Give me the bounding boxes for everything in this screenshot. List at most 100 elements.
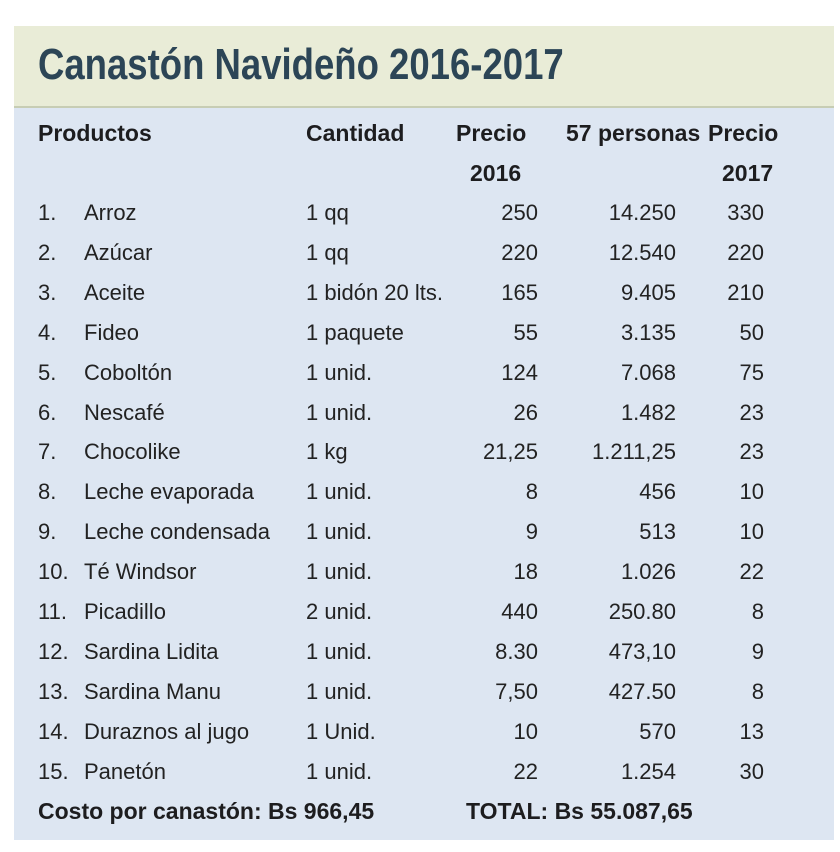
price-2016: 10	[513, 718, 538, 744]
costo-por-canaston: Costo por canastón: Bs 966,45	[38, 798, 375, 824]
price-2016: 26	[513, 399, 538, 425]
header-precio-2016: Precio	[456, 120, 527, 146]
row-number: 8.	[38, 479, 57, 505]
product-quantity: 1 kg	[306, 439, 348, 465]
price-2016: 8	[525, 479, 538, 505]
price-2017: 8	[751, 599, 764, 624]
price-2016: 220	[501, 239, 538, 265]
product-name: Coboltón	[84, 359, 173, 385]
cost-57-people: 456	[639, 479, 676, 505]
price-2017: 10	[739, 479, 764, 505]
table-row: 13. Sardina Manu 1 unid. 7,50 427.50 8	[14, 679, 834, 719]
cost-57-people: 513	[639, 519, 676, 545]
product-name: Sardina Manu	[84, 678, 221, 704]
product-name: Té Windsor	[84, 559, 197, 585]
table-row: 3. Aceite 1 bidón 20 lts. 165 9.405 210	[14, 280, 834, 320]
product-quantity: 1 qq	[306, 200, 349, 225]
product-quantity: 2 unid.	[306, 599, 373, 624]
row-number: 9.	[38, 519, 57, 545]
price-2017: 330	[727, 200, 764, 225]
product-name: Aceite	[84, 279, 146, 305]
header-precio-2016-year: 2016	[470, 160, 522, 186]
product-name: Azúcar	[84, 239, 153, 265]
price-2016: 21,25	[482, 439, 538, 465]
price-2017: 23	[739, 439, 764, 465]
table-row: 6. Nescafé 1 unid. 26 1.482 23	[14, 400, 834, 440]
row-number: 12.	[38, 638, 69, 664]
row-number: 10.	[38, 559, 69, 585]
cost-57-people: 250.80	[608, 599, 676, 624]
price-2016: 9	[525, 519, 538, 545]
price-2017: 9	[751, 638, 764, 664]
product-name: Panetón	[84, 758, 166, 784]
row-number: 11.	[38, 599, 67, 624]
row-number: 13.	[38, 678, 69, 704]
product-quantity: 1 unid.	[306, 638, 373, 664]
table-row: 4. Fideo 1 paquete 55 3.135 50	[14, 320, 834, 360]
row-number: 14.	[38, 718, 69, 744]
price-2017: 10	[739, 519, 764, 545]
cost-57-people: 12.540	[608, 239, 676, 265]
cost-57-people: 1.211,25	[591, 439, 676, 465]
total-cost: TOTAL: Bs 55.087,65	[466, 798, 693, 824]
table-row: 5. Coboltón 1 unid. 124 7.068 75	[14, 360, 834, 400]
price-2017: 30	[739, 758, 764, 784]
header-precio-2017-year: 2017	[722, 160, 774, 186]
title-bar: Canastón Navideño 2016-2017	[14, 26, 834, 108]
price-2017: 8	[751, 678, 764, 704]
cost-57-people: 570	[639, 718, 676, 744]
row-number: 15.	[38, 758, 69, 784]
product-name: Duraznos al jugo	[84, 718, 250, 744]
product-quantity: 1 unid.	[306, 479, 373, 505]
price-2017: 210	[727, 279, 764, 305]
product-name: Leche evaporada	[84, 479, 255, 505]
product-quantity: 1 unid.	[306, 678, 373, 704]
price-2016: 22	[513, 758, 538, 784]
product-name: Picadillo	[84, 599, 166, 624]
page-title: Canastón Navideño 2016-2017	[38, 40, 564, 89]
table-row: 12. Sardina Lidita 1 unid. 8.30 473,10 9	[14, 639, 834, 679]
header-precio-2017: Precio	[708, 120, 779, 146]
price-2016: 124	[501, 359, 538, 385]
product-name: Leche condensada	[84, 519, 270, 545]
product-quantity: 1 qq	[306, 239, 349, 265]
price-2017: 22	[739, 559, 764, 585]
table-row: 11. Picadillo 2 unid. 440 250.80 8	[14, 599, 834, 639]
product-name: Chocolike	[84, 439, 181, 465]
product-quantity: 1 unid.	[306, 559, 373, 585]
cost-57-people: 7.068	[620, 359, 676, 385]
cost-57-people: 427.50	[608, 678, 676, 704]
price-2016: 7,50	[495, 678, 538, 704]
price-2017: 23	[739, 399, 764, 425]
price-table-panel: Canastón Navideño 2016-2017 Productos Ca…	[14, 26, 834, 840]
price-2016: 18	[513, 559, 538, 585]
table-row: 2. Azúcar 1 qq 220 12.540 220	[14, 240, 834, 280]
table-row: 9. Leche condensada 1 unid. 9 513 10	[14, 519, 834, 559]
row-number: 1.	[38, 200, 57, 225]
price-2016: 165	[501, 279, 538, 305]
product-quantity: 1 unid.	[306, 758, 373, 784]
table-row: 8. Leche evaporada 1 unid. 8 456 10	[14, 479, 834, 519]
row-number: 5.	[38, 359, 57, 385]
row-number: 7.	[38, 439, 57, 465]
header-57-personas: 57 personas	[566, 120, 701, 146]
row-number: 4.	[38, 319, 57, 345]
row-number: 3.	[38, 279, 57, 305]
product-quantity: 1 unid.	[306, 399, 373, 425]
price-2017: 50	[739, 319, 764, 345]
cost-57-people: 3.135	[620, 319, 676, 345]
product-quantity: 1 unid.	[306, 359, 373, 385]
table-row: 14. Duraznos al jugo 1 Unid. 10 570 13	[14, 719, 834, 759]
price-2016: 440	[501, 599, 538, 624]
product-quantity: 1 paquete	[306, 319, 404, 345]
cost-57-people: 1.254	[620, 758, 676, 784]
cost-57-people: 9.405	[620, 279, 676, 305]
product-name: Sardina Lidita	[84, 638, 219, 664]
price-2017: 75	[739, 359, 764, 385]
cost-57-people: 14.250	[608, 200, 676, 225]
product-quantity: 1 unid.	[306, 519, 373, 545]
product-name: Arroz	[84, 200, 137, 225]
row-number: 6.	[38, 399, 57, 425]
price-2017: 220	[727, 239, 764, 265]
header-cantidad: Cantidad	[306, 120, 405, 146]
